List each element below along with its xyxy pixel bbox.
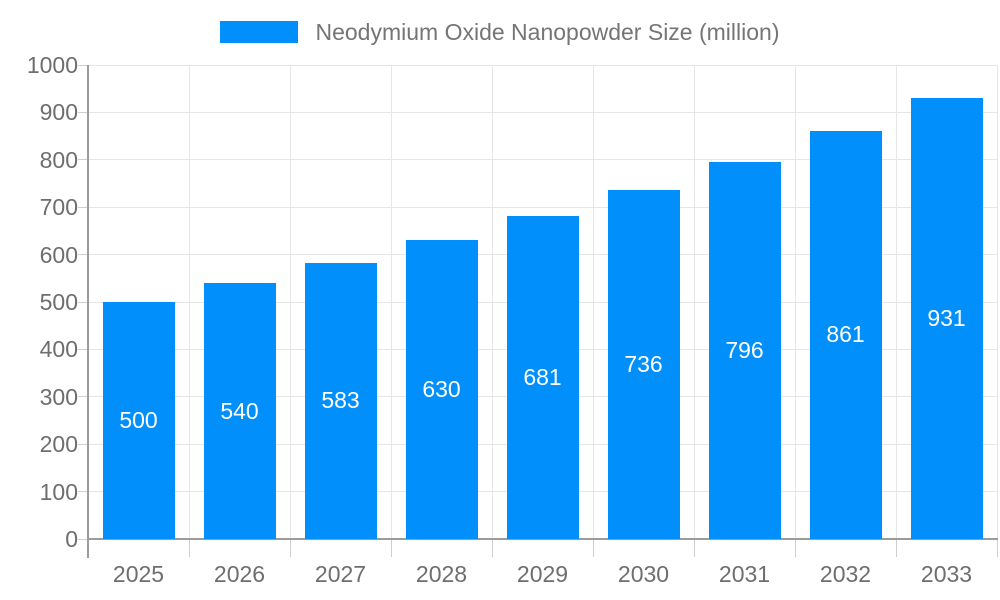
y-tick-label: 0 [65, 526, 78, 552]
y-axis-tick [78, 159, 88, 161]
x-gridline [390, 65, 392, 539]
y-gridline [88, 159, 997, 161]
y-axis-tick [78, 64, 88, 66]
y-tick-label: 300 [39, 383, 78, 410]
x-axis-tick [491, 539, 493, 557]
y-axis-tick [78, 348, 88, 350]
bar: 681 [506, 216, 579, 539]
y-tick-label: 1000 [26, 52, 78, 78]
bar: 630 [405, 240, 478, 539]
y-axis-tick [78, 254, 88, 256]
x-axis-tick [289, 539, 291, 557]
x-tick-label: 2026 [213, 561, 266, 587]
x-tick-label: 2031 [718, 561, 771, 587]
x-axis-tick [592, 539, 594, 557]
legend: Neodymium Oxide Nanopowder Size (million… [0, 17, 1000, 47]
bar: 931 [910, 97, 983, 539]
y-gridline [88, 64, 997, 66]
bar: 861 [809, 130, 882, 539]
legend-item[interactable]: Neodymium Oxide Nanopowder Size (million… [220, 18, 780, 45]
legend-label: Neodymium Oxide Nanopowder Size (million… [315, 18, 780, 45]
y-tick-label: 100 [39, 478, 78, 505]
y-axis-tick [78, 396, 88, 398]
x-tick-label: 2025 [112, 561, 165, 587]
x-axis-tick [895, 539, 897, 557]
bar: 500 [102, 302, 175, 539]
bar: 583 [304, 262, 377, 539]
y-axis-tick [78, 443, 88, 445]
bar-value-label: 630 [422, 376, 461, 403]
y-tick-label: 500 [39, 289, 78, 315]
y-tick-label: 800 [39, 146, 78, 173]
bar-value-label: 681 [523, 364, 562, 391]
x-axis-line [87, 538, 998, 540]
y-tick-label: 900 [39, 99, 78, 126]
bar: 540 [203, 283, 276, 539]
x-axis-tick [794, 539, 796, 557]
x-gridline [188, 65, 190, 539]
x-tick-label: 2029 [516, 561, 569, 587]
bar: 736 [607, 190, 680, 539]
bar-value-label: 736 [624, 351, 663, 378]
bar-value-label: 540 [220, 397, 259, 424]
x-gridline [895, 65, 897, 539]
y-tick-label: 700 [39, 194, 78, 221]
x-gridline [794, 65, 796, 539]
y-axis-line [87, 65, 89, 558]
x-gridline [693, 65, 695, 539]
bar-value-label: 583 [321, 387, 360, 414]
bar-value-label: 931 [927, 304, 966, 331]
y-axis-tick [78, 301, 88, 303]
y-gridline [88, 111, 997, 113]
x-tick-label: 2030 [617, 561, 670, 587]
bar-value-label: 861 [826, 321, 865, 348]
x-tick-label: 2027 [314, 561, 367, 587]
bar-value-label: 500 [119, 407, 158, 433]
x-gridline [491, 65, 493, 539]
y-tick-label: 200 [39, 431, 78, 458]
y-gridline [88, 206, 997, 208]
x-tick-label: 2028 [415, 561, 468, 587]
bar-value-label: 796 [725, 336, 764, 363]
y-tick-label: 600 [39, 241, 78, 268]
x-tick-label: 2033 [920, 561, 973, 587]
x-axis-tick [693, 539, 695, 557]
y-axis-tick [78, 206, 88, 208]
y-axis-tick [78, 538, 88, 540]
bar: 796 [708, 161, 781, 539]
legend-swatch [220, 21, 299, 43]
y-axis-tick [78, 491, 88, 493]
x-axis-tick [996, 539, 998, 557]
x-gridline [289, 65, 291, 539]
y-tick-label: 400 [39, 336, 78, 363]
x-axis-tick [390, 539, 392, 557]
x-tick-label: 2032 [819, 561, 872, 587]
x-gridline [592, 65, 594, 539]
x-gridline [996, 65, 998, 539]
x-axis-tick [188, 539, 190, 557]
y-axis-tick [78, 111, 88, 113]
